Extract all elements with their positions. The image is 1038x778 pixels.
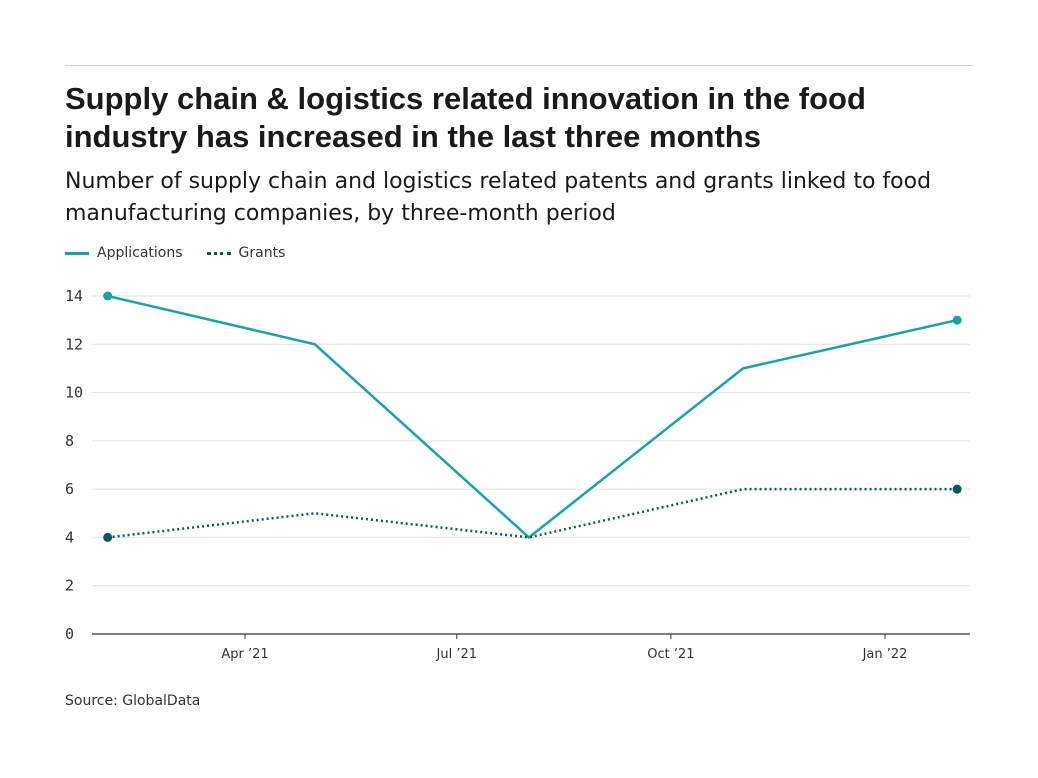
legend-label-grants: Grants [238, 245, 286, 261]
chart-title: Supply chain & logistics related innovat… [65, 81, 866, 154]
legend: Applications Grants [65, 245, 299, 261]
source-note: Source: GlobalData [65, 693, 201, 709]
x-tick-label: Oct ’21 [647, 647, 694, 662]
legend-item-applications: Applications [65, 245, 183, 261]
y-tick-label: 4 [65, 528, 74, 546]
legend-label-applications: Applications [97, 245, 183, 261]
x-tick-label: Apr ’21 [221, 647, 268, 662]
top-rule [65, 65, 973, 66]
y-tick-label: 8 [65, 432, 74, 450]
series-line-grants [107, 487, 958, 539]
legend-item-grants: Grants [206, 245, 286, 261]
x-tick-label: Jan ’22 [862, 647, 908, 662]
y-tick-label: 2 [65, 577, 74, 595]
y-tick-label: 14 [65, 287, 83, 305]
data-point-applications [952, 315, 962, 325]
data-point-grants [952, 484, 962, 494]
legend-swatch-grants [206, 251, 231, 255]
y-tick-label: 0 [65, 625, 74, 643]
series-line-applications [107, 294, 958, 540]
y-tick-label: 10 [65, 384, 83, 402]
chart-subtitle: Number of supply chain and logistics rel… [65, 169, 932, 226]
y-tick-label: 6 [65, 480, 74, 498]
legend-swatch-applications [65, 251, 89, 255]
y-tick-label: 12 [65, 335, 83, 353]
data-point-applications [103, 291, 113, 301]
data-point-grants [103, 532, 113, 542]
x-tick-label: Jul ’21 [436, 647, 478, 662]
